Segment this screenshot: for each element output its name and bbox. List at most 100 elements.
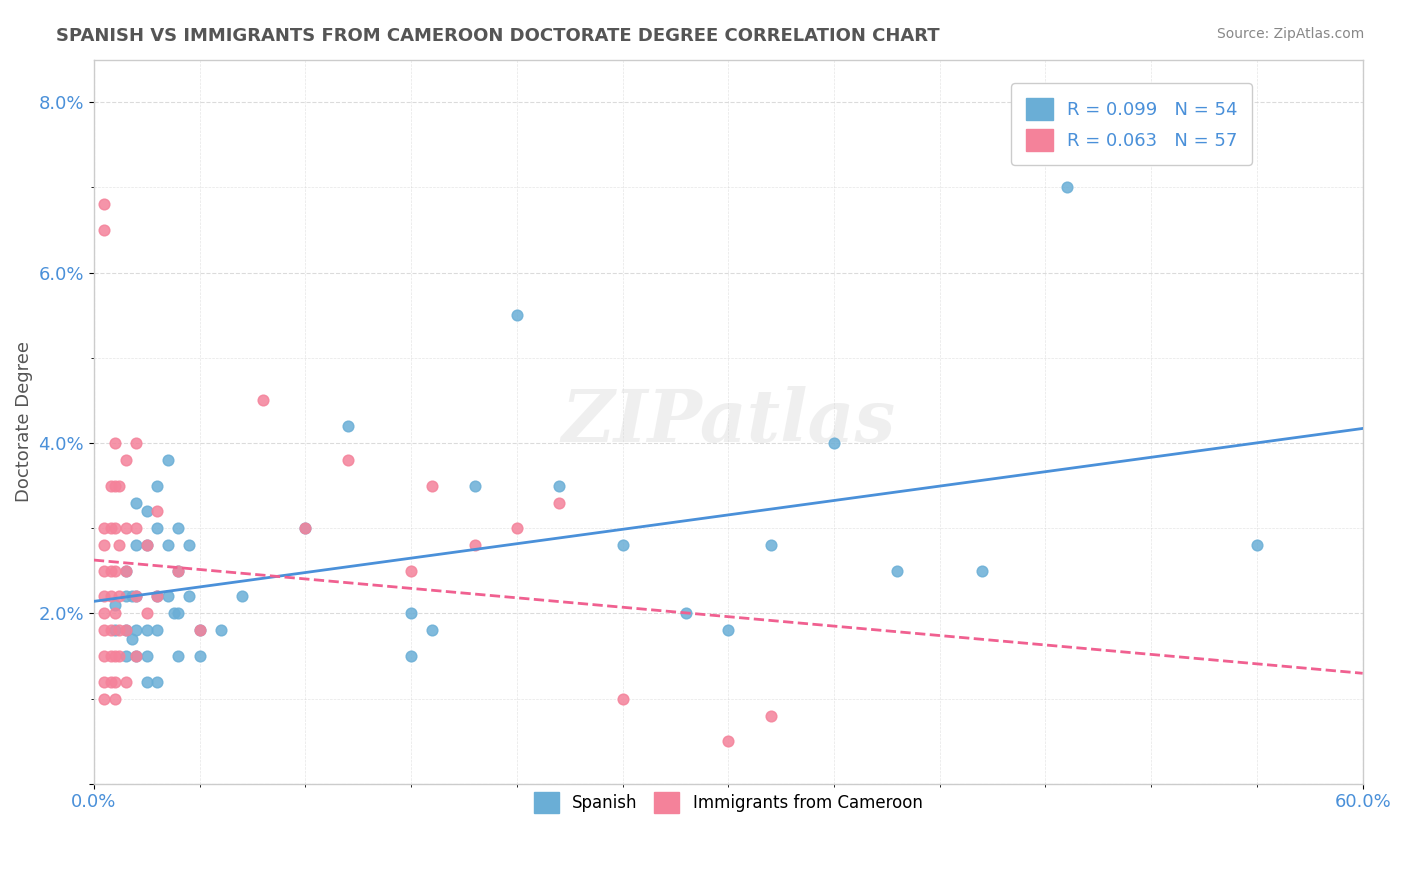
Point (100, 624, 122, 638)
Point (100, 521, 122, 535)
Point (114, 590, 136, 604)
Point (121, 632, 143, 646)
Point (108, 538, 131, 552)
Point (93, 197, 115, 211)
Point (135, 674, 157, 689)
Point (294, 521, 316, 535)
Point (108, 624, 131, 638)
Point (399, 564, 422, 578)
Point (612, 538, 634, 552)
Point (399, 607, 422, 621)
Point (135, 607, 157, 621)
Point (104, 521, 127, 535)
Point (93, 564, 115, 578)
Point (93, 590, 115, 604)
Point (420, 624, 443, 638)
Point (114, 624, 136, 638)
Point (463, 538, 485, 552)
Point (125, 590, 148, 604)
Point (463, 478, 485, 492)
Point (135, 504, 157, 518)
Point (93, 648, 115, 663)
Point (177, 590, 200, 604)
Point (163, 607, 186, 621)
Point (167, 648, 190, 663)
Point (146, 674, 169, 689)
Point (209, 624, 232, 638)
Point (188, 624, 211, 638)
Point (108, 648, 131, 663)
Point (188, 648, 211, 663)
Point (177, 538, 200, 552)
Point (135, 538, 157, 552)
Point (121, 590, 143, 604)
Point (970, 564, 993, 578)
Point (336, 418, 359, 433)
Point (93, 624, 115, 638)
Point (125, 648, 148, 663)
Point (156, 590, 179, 604)
Point (135, 538, 157, 552)
Point (100, 478, 122, 492)
Text: ZIPatlas: ZIPatlas (561, 386, 896, 458)
Point (114, 564, 136, 578)
Point (104, 691, 127, 706)
Point (420, 478, 443, 492)
Point (612, 691, 634, 706)
Point (93, 607, 115, 621)
Point (146, 624, 169, 638)
Point (125, 648, 148, 663)
Point (506, 521, 529, 535)
Point (125, 538, 148, 552)
Point (167, 607, 190, 621)
Point (675, 607, 697, 621)
Point (156, 453, 179, 467)
Point (167, 564, 190, 578)
Point (146, 478, 169, 492)
Point (125, 624, 148, 638)
Point (114, 674, 136, 689)
Point (167, 564, 190, 578)
Point (114, 624, 136, 638)
Point (100, 564, 122, 578)
Point (1246, 538, 1268, 552)
Point (125, 521, 148, 535)
Point (506, 308, 529, 322)
Point (104, 564, 127, 578)
Point (104, 436, 127, 450)
Point (100, 648, 122, 663)
Point (135, 648, 157, 663)
Point (100, 674, 122, 689)
Point (108, 590, 131, 604)
Point (294, 521, 316, 535)
Legend: Spanish, Immigrants from Cameroon: Spanish, Immigrants from Cameroon (520, 779, 936, 826)
Text: SPANISH VS IMMIGRANTS FROM CAMEROON DOCTORATE DEGREE CORRELATION CHART: SPANISH VS IMMIGRANTS FROM CAMEROON DOCT… (56, 27, 939, 45)
Point (93, 538, 115, 552)
Point (146, 590, 169, 604)
Point (114, 564, 136, 578)
Point (886, 564, 908, 578)
Point (336, 453, 359, 467)
Point (93, 691, 115, 706)
Point (125, 436, 148, 450)
Point (104, 674, 127, 689)
Point (188, 624, 211, 638)
Point (823, 436, 845, 450)
Point (146, 590, 169, 604)
Point (167, 521, 190, 535)
Point (759, 708, 782, 723)
Point (759, 538, 782, 552)
Point (104, 598, 127, 612)
Text: Source: ZipAtlas.com: Source: ZipAtlas.com (1216, 27, 1364, 41)
Point (93, 674, 115, 689)
Point (114, 648, 136, 663)
Point (104, 607, 127, 621)
Point (717, 624, 740, 638)
Point (146, 521, 169, 535)
Point (93, 223, 115, 237)
Point (717, 734, 740, 748)
Point (252, 393, 274, 408)
Point (114, 453, 136, 467)
Point (156, 538, 179, 552)
Point (104, 648, 127, 663)
